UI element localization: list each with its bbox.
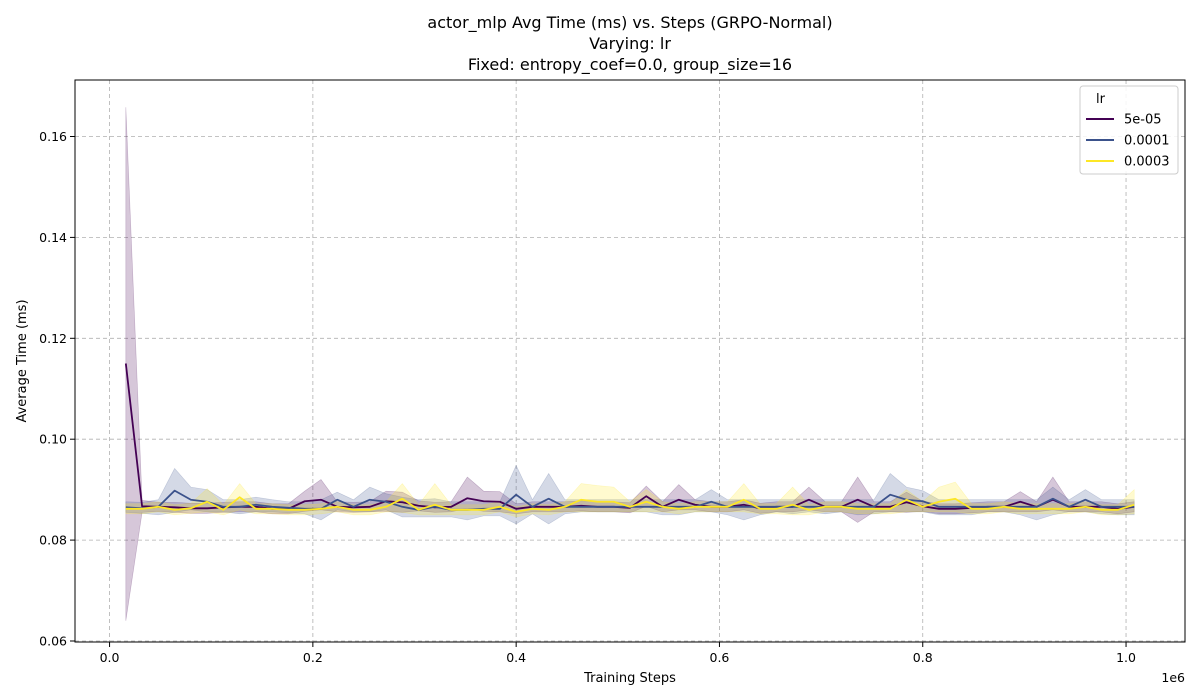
x-tick-label: 1.0 (1116, 650, 1136, 665)
legend-title: lr (1096, 92, 1106, 107)
grid (75, 80, 1185, 642)
y-tick-label: 0.08 (39, 533, 67, 548)
x-tick-label: 0.4 (506, 650, 526, 665)
y-axis-label: Average Time (ms) (15, 299, 30, 422)
x-axis-ticks: 0.0 0.2 0.4 0.6 0.8 1.0 (100, 642, 1136, 665)
legend-label-2: 0.0003 (1124, 155, 1170, 170)
legend-label-0: 5e-05 (1124, 113, 1162, 128)
y-tick-label: 0.10 (39, 432, 67, 447)
legend-box (1079, 85, 1179, 175)
y-tick-label: 0.14 (39, 230, 67, 245)
legend: lr 5e-05 0.0001 0.0003 (1079, 85, 1179, 175)
legend-label-1: 0.0001 (1124, 134, 1170, 149)
x-axis-multiplier: 1e6 (1161, 670, 1185, 685)
y-tick-label: 0.12 (39, 331, 67, 346)
chart-title-line: actor_mlp Avg Time (ms) vs. Steps (GRPO-… (427, 13, 832, 33)
chart-title: actor_mlp Avg Time (ms) vs. Steps (GRPO-… (427, 13, 832, 75)
x-tick-label: 0.6 (710, 650, 730, 665)
y-axis-ticks: 0.06 0.08 0.10 0.12 0.14 0.16 (39, 129, 75, 648)
x-tick-label: 0.2 (303, 650, 323, 665)
x-tick-label: 0.8 (913, 650, 933, 665)
chart-title-line: Fixed: entropy_coef=0.0, group_size=16 (468, 55, 792, 75)
series-lines (124, 363, 1135, 513)
series-line-2 (125, 496, 1135, 513)
x-axis-label: Training Steps (583, 671, 676, 686)
plot-border (74, 79, 1186, 643)
confidence-band-0 (125, 107, 1135, 621)
plot-area (75, 80, 1185, 642)
y-tick-label: 0.16 (39, 129, 67, 144)
chart-title-line: Varying: lr (589, 34, 671, 53)
series-line-0 (124, 363, 1135, 510)
y-tick-label: 0.06 (39, 633, 67, 648)
x-tick-label: 0.0 (100, 650, 120, 665)
